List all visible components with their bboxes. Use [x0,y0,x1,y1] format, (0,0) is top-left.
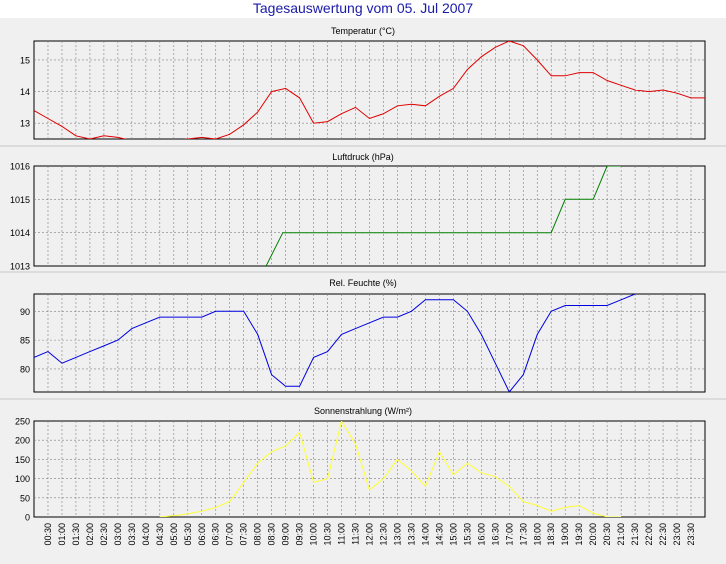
x-tick-label: 04:30 [155,523,165,546]
y-tick-label: 15 [20,55,30,65]
x-tick-label: 09:30 [295,523,305,546]
chart-background [0,18,726,564]
x-tick-label: 16:00 [476,523,486,546]
x-tick-label: 15:30 [462,523,472,546]
x-tick-label: 09:00 [281,523,291,546]
x-tick-label: 07:30 [239,523,249,546]
x-tick-label: 22:30 [658,523,668,546]
chart-title: Sonnenstrahlung (W/m²) [314,406,412,416]
x-tick-label: 12:00 [365,523,375,546]
x-tick-label: 00:30 [43,523,53,546]
series-line-1 [265,166,622,266]
y-tick-label: 14 [20,87,30,97]
x-tick-label: 17:00 [504,523,514,546]
x-tick-label: 22:00 [644,523,654,546]
x-tick-label: 03:30 [127,523,137,546]
x-tick-label: 06:30 [211,523,221,546]
x-tick-label: 05:30 [183,523,193,546]
y-tick-label: 90 [20,307,30,317]
y-tick-label: 250 [15,417,30,427]
x-tick-label: 20:00 [588,523,598,546]
page-title: Tagesauswertung vom 05. Jul 2007 [252,0,474,16]
x-tick-label: 14:30 [434,523,444,546]
y-tick-label: 1016 [10,162,30,172]
y-tick-label: 1015 [10,195,30,205]
x-tick-label: 17:30 [518,523,528,546]
x-tick-label: 18:00 [532,523,542,546]
x-tick-label: 16:30 [490,523,500,546]
x-tick-label: 01:00 [57,523,67,546]
y-tick-label: 50 [20,493,30,503]
y-tick-label: 85 [20,336,30,346]
x-tick-label: 02:00 [85,523,95,546]
chart-title: Luftdruck (hPa) [332,152,394,162]
x-tick-label: 23:00 [672,523,682,546]
x-tick-label: 18:30 [546,523,556,546]
x-tick-label: 04:00 [141,523,151,546]
chart-title: Rel. Feuchte (%) [329,278,397,288]
series-line-1 [34,41,705,139]
x-tick-label: 08:00 [253,523,263,546]
x-tick-label: 15:00 [448,523,458,546]
x-tick-label: 13:00 [392,523,402,546]
x-tick-label: 10:30 [323,523,333,546]
x-tick-label: 10:00 [309,523,319,546]
y-tick-label: 100 [15,474,30,484]
x-tick-label: 20:30 [602,523,612,546]
x-tick-label: 01:30 [71,523,81,546]
x-tick-label: 05:00 [169,523,179,546]
y-tick-label: 200 [15,436,30,446]
x-tick-label: 19:30 [574,523,584,546]
y-tick-label: 150 [15,455,30,465]
x-tick-label: 23:30 [686,523,696,546]
x-tick-label: 13:30 [406,523,416,546]
x-tick-label: 08:30 [267,523,277,546]
chart-panel-1: Temperatur (°C) 13 14 15 [0,26,726,147]
y-tick-label: 1013 [10,262,30,272]
x-tick-label: 03:00 [113,523,123,546]
x-tick-label: 21:00 [616,523,626,546]
y-tick-label: 13 [20,119,30,129]
x-tick-label: 19:00 [560,523,570,546]
series-line-1 [159,421,622,517]
y-tick-label: 0 [25,513,30,523]
chart-title: Temperatur (°C) [331,26,395,36]
chart-panel-2: Luftdruck (hPa) 1013 1014 1015 1016 [0,152,726,273]
chart-panel-4: Sonnenstrahlung (W/m²) 0 50 100 150 200 250 [15,406,706,523]
x-tick-label: 12:30 [378,523,388,546]
x-tick-label: 07:00 [225,523,235,546]
x-tick-label: 21:30 [630,523,640,546]
x-tick-label: 11:00 [337,523,347,545]
chart-panel-3: Rel. Feuchte (%) 80 85 90 [0,278,726,400]
y-tick-label: 1014 [10,228,30,238]
x-tick-label: 14:00 [420,523,430,546]
series-line-1 [34,294,636,392]
y-tick-label: 80 [20,364,30,374]
x-tick-label: 11:30 [351,523,361,545]
x-tick-label: 06:00 [197,523,207,546]
x-tick-label: 02:30 [99,523,109,546]
